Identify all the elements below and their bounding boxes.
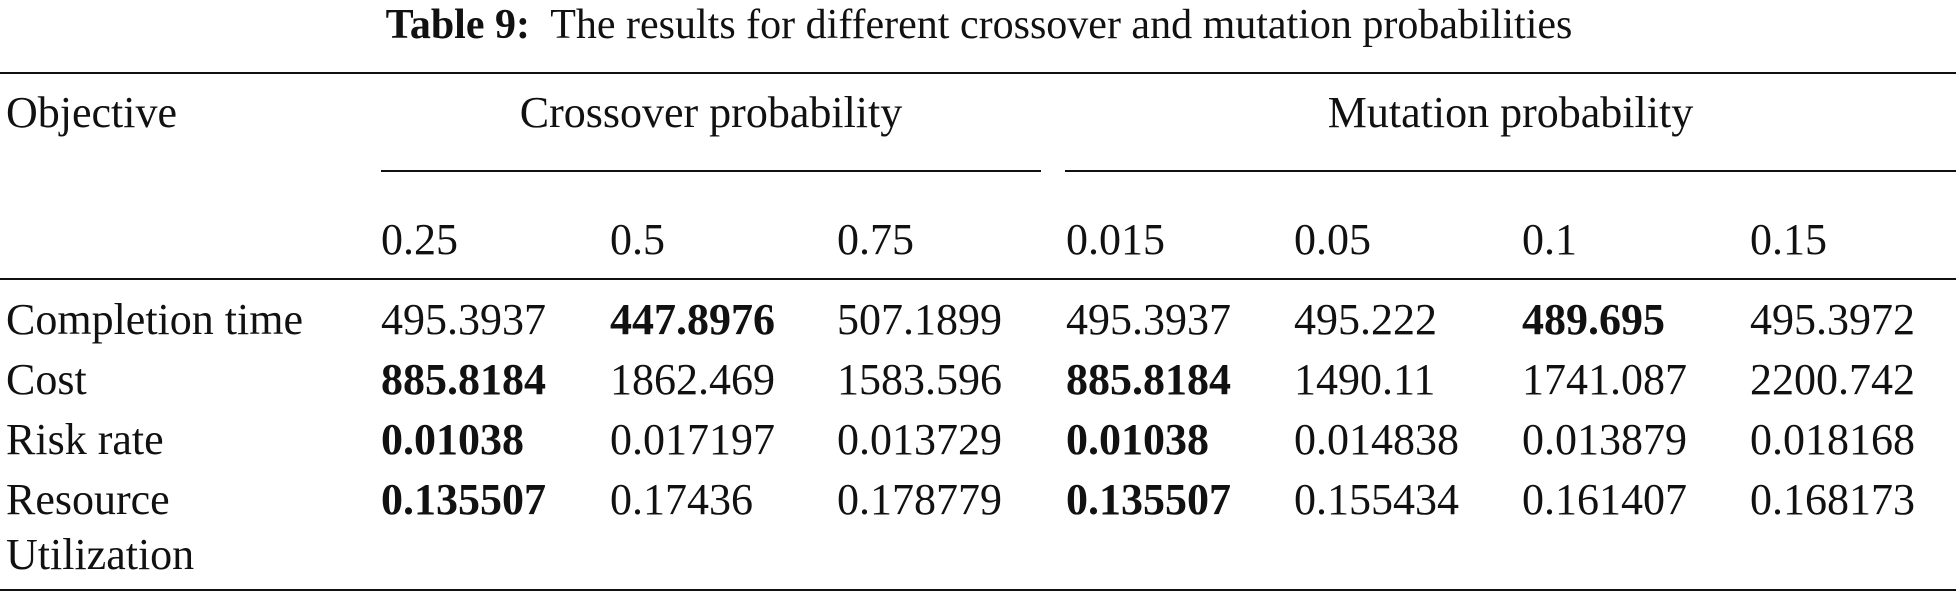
cell: 0.168173	[1750, 475, 1915, 524]
cell: 0.017197	[610, 415, 775, 464]
cell: 447.8976	[610, 295, 775, 344]
cell: 1741.087	[1522, 355, 1687, 404]
cell: 0.01038	[1066, 415, 1209, 464]
cell: 507.1899	[837, 295, 1002, 344]
column-header: 0.1	[1522, 215, 1577, 264]
caption-text: The results for different crossover and …	[550, 2, 1573, 48]
group-rule	[1065, 170, 1956, 172]
cell: 885.8184	[381, 355, 546, 404]
cell: 1490.11	[1294, 355, 1436, 404]
cell: 2200.742	[1750, 355, 1915, 404]
cell: 0.155434	[1294, 475, 1459, 524]
column-header: 0.015	[1066, 215, 1165, 264]
row-label: Risk rate	[6, 415, 164, 464]
column-header: 0.05	[1294, 215, 1371, 264]
cell: 0.013879	[1522, 415, 1687, 464]
header-objective: Objective	[6, 88, 178, 137]
group-header: Crossover probability	[519, 88, 903, 137]
cell: 0.013729	[837, 415, 1002, 464]
cell: 0.014838	[1294, 415, 1459, 464]
cell: 495.3937	[381, 295, 546, 344]
cell: 0.17436	[610, 475, 753, 524]
column-header: 0.5	[610, 215, 665, 264]
row-label: Completion time	[6, 295, 303, 344]
caption-label: Table 9:	[385, 2, 530, 48]
cell: 489.695	[1522, 295, 1665, 344]
cell: 0.135507	[381, 475, 546, 524]
column-header: 0.75	[837, 215, 914, 264]
cell: 1583.596	[837, 355, 1002, 404]
cell: 0.01038	[381, 415, 524, 464]
cell: 0.018168	[1750, 415, 1915, 464]
row-label: Cost	[6, 355, 87, 404]
column-header: 0.15	[1750, 215, 1827, 264]
cell: 0.161407	[1522, 475, 1687, 524]
cell: 495.222	[1294, 295, 1437, 344]
cell: 495.3937	[1066, 295, 1231, 344]
bottom-rule	[0, 589, 1956, 591]
cell: 1862.469	[610, 355, 775, 404]
table-caption: Table 9: The results for different cross…	[0, 0, 1958, 50]
group-rule	[381, 170, 1041, 172]
column-header: 0.25	[381, 215, 458, 264]
header-rule	[0, 278, 1956, 280]
top-rule	[0, 72, 1956, 74]
group-header: Mutation probability	[1327, 88, 1694, 137]
cell: 495.3972	[1750, 295, 1915, 344]
row-label: Resource Utilization	[6, 475, 195, 579]
cell: 0.135507	[1066, 475, 1231, 524]
cell: 885.8184	[1066, 355, 1231, 404]
cell: 0.178779	[837, 475, 1002, 524]
